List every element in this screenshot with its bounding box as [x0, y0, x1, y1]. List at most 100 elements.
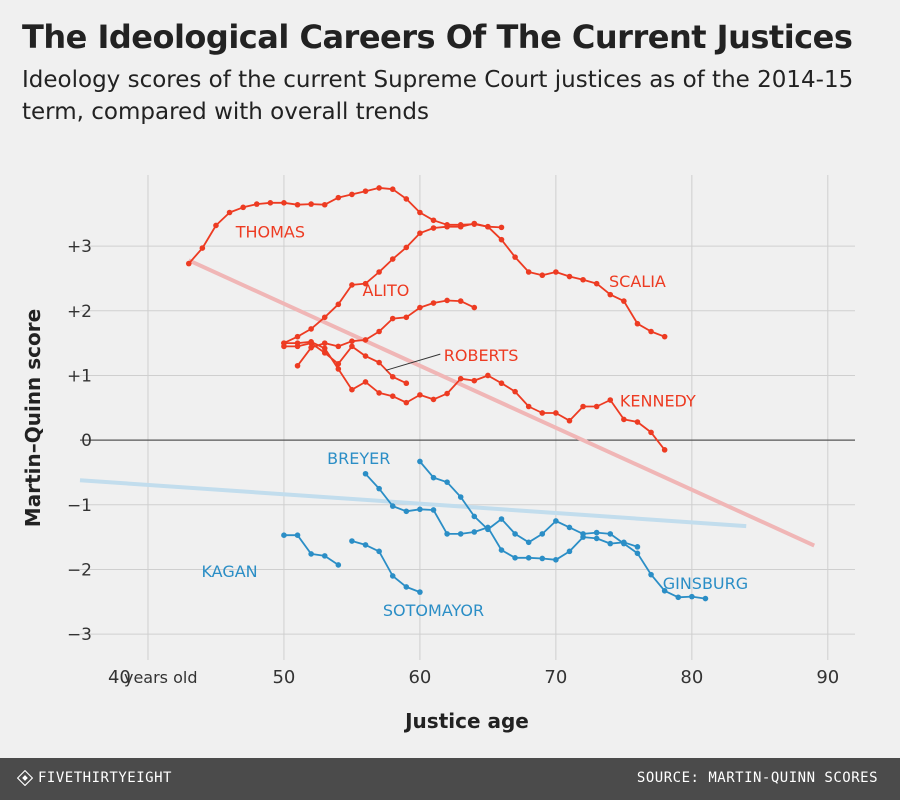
- scalia-point: [321, 314, 328, 321]
- chart-title: The Ideological Careers Of The Current J…: [22, 18, 853, 56]
- kennedy-point: [389, 393, 396, 399]
- kennedy-point: [376, 390, 382, 396]
- kennedy-point: [430, 396, 437, 403]
- brand-name: FIVETHIRTYEIGHT: [38, 770, 172, 786]
- sotomayor-label: SOTOMAYOR: [383, 601, 484, 620]
- breyer-point: [512, 555, 518, 561]
- kennedy-series: [281, 339, 668, 453]
- thomas-point: [430, 217, 437, 224]
- alito-point: [430, 300, 437, 306]
- roberts-point: [389, 373, 396, 380]
- breyer-point: [362, 470, 369, 477]
- kennedy-point: [457, 375, 464, 382]
- breyer-point: [389, 503, 396, 509]
- thomas-point: [267, 200, 274, 206]
- ginsburg-point: [607, 531, 614, 537]
- scalia-point: [580, 276, 586, 283]
- thomas-series: [185, 185, 505, 267]
- sotomayor-point: [389, 573, 396, 579]
- kennedy-point: [607, 397, 614, 403]
- x-tick-label: 40: [108, 667, 131, 688]
- scalia-label: SCALIA: [609, 272, 666, 291]
- kennedy-point: [593, 403, 600, 410]
- ginsburg-point: [485, 526, 491, 533]
- kennedy-point: [471, 377, 478, 384]
- ginsburg-point: [580, 531, 586, 537]
- alito-point: [457, 298, 464, 304]
- ginsburg-point: [457, 494, 464, 500]
- ginsburg-point: [512, 531, 518, 537]
- scalia-point: [512, 254, 518, 260]
- roberts-point: [349, 343, 355, 350]
- kagan-line: [283, 534, 339, 566]
- fivethirtyeight-logo-icon: [17, 770, 33, 786]
- thomas-point: [321, 201, 328, 208]
- sotomayor-series: [349, 538, 423, 595]
- sotomayor-line: [351, 540, 421, 593]
- breyer-point: [553, 556, 559, 563]
- kennedy-point: [525, 403, 532, 410]
- alito-point: [294, 362, 301, 369]
- thomas-point: [335, 194, 342, 201]
- scalia-point: [389, 256, 396, 262]
- kagan-point: [321, 553, 328, 559]
- kennedy-point: [512, 388, 518, 395]
- scalia-point: [525, 269, 532, 275]
- scalia-point: [566, 273, 573, 280]
- thomas-point: [253, 201, 260, 207]
- kagan-point: [281, 532, 287, 538]
- y-tick-label: −2: [67, 560, 92, 580]
- x-unit-label: years old: [124, 668, 198, 687]
- y-tick-label: −3: [67, 625, 92, 645]
- alito-point: [417, 304, 423, 311]
- breyer-point: [634, 544, 641, 550]
- scalia-point: [417, 230, 423, 236]
- kennedy-point: [321, 345, 328, 352]
- alito-series: [294, 297, 478, 369]
- chart-subtitle: Ideology scores of the current Supreme C…: [22, 67, 854, 125]
- thomas-point: [498, 224, 505, 231]
- thomas-point: [417, 209, 423, 216]
- scalia-series: [281, 220, 668, 346]
- kennedy-point: [661, 447, 668, 453]
- x-tick-label: 50: [272, 667, 295, 688]
- x-axis-title: Justice age: [403, 709, 529, 733]
- y-tick-label: −1: [67, 496, 92, 516]
- ginsburg-point: [675, 594, 682, 601]
- ginsburg-point: [689, 593, 695, 600]
- ginsburg-point: [634, 550, 641, 557]
- scalia-point: [294, 333, 301, 340]
- scalia-point: [457, 223, 464, 230]
- thomas-point: [362, 188, 369, 194]
- alito-point: [321, 340, 328, 346]
- ginsburg-point: [621, 540, 627, 547]
- scalia-point: [308, 326, 314, 332]
- thomas-point: [240, 204, 246, 211]
- breyer-label: BREYER: [327, 449, 390, 468]
- y-tick-label: 0: [81, 431, 92, 451]
- scalia-point: [634, 320, 641, 327]
- roberts-point: [403, 380, 410, 387]
- footer-bar: FIVETHIRTYEIGHT SOURCE: MARTIN-QUINN SCO…: [0, 758, 900, 800]
- chart-canvas: +3 +2 +1 0 −1 −2 −3 40 50 60 70 80 90 years old Justic…: [21, 175, 855, 733]
- kagan-point: [308, 551, 314, 557]
- scalia-point: [362, 280, 369, 287]
- breyer-point: [607, 540, 614, 547]
- x-tick-label: 70: [544, 667, 567, 688]
- ginsburg-point: [471, 513, 478, 520]
- kennedy-point: [362, 379, 369, 385]
- scalia-point: [444, 223, 450, 230]
- scalia-point: [376, 269, 382, 275]
- kagan-series: [281, 532, 342, 568]
- breyer-point: [403, 508, 410, 515]
- breyer-point: [417, 506, 423, 513]
- kennedy-point: [403, 399, 410, 406]
- kennedy-point: [294, 340, 301, 346]
- scalia-point: [498, 236, 505, 243]
- thomas-point: [389, 186, 396, 193]
- kennedy-point: [444, 390, 450, 397]
- thomas-point: [199, 245, 206, 251]
- sotomayor-point: [376, 548, 382, 555]
- thomas-point: [308, 201, 314, 207]
- scalia-point: [553, 269, 559, 275]
